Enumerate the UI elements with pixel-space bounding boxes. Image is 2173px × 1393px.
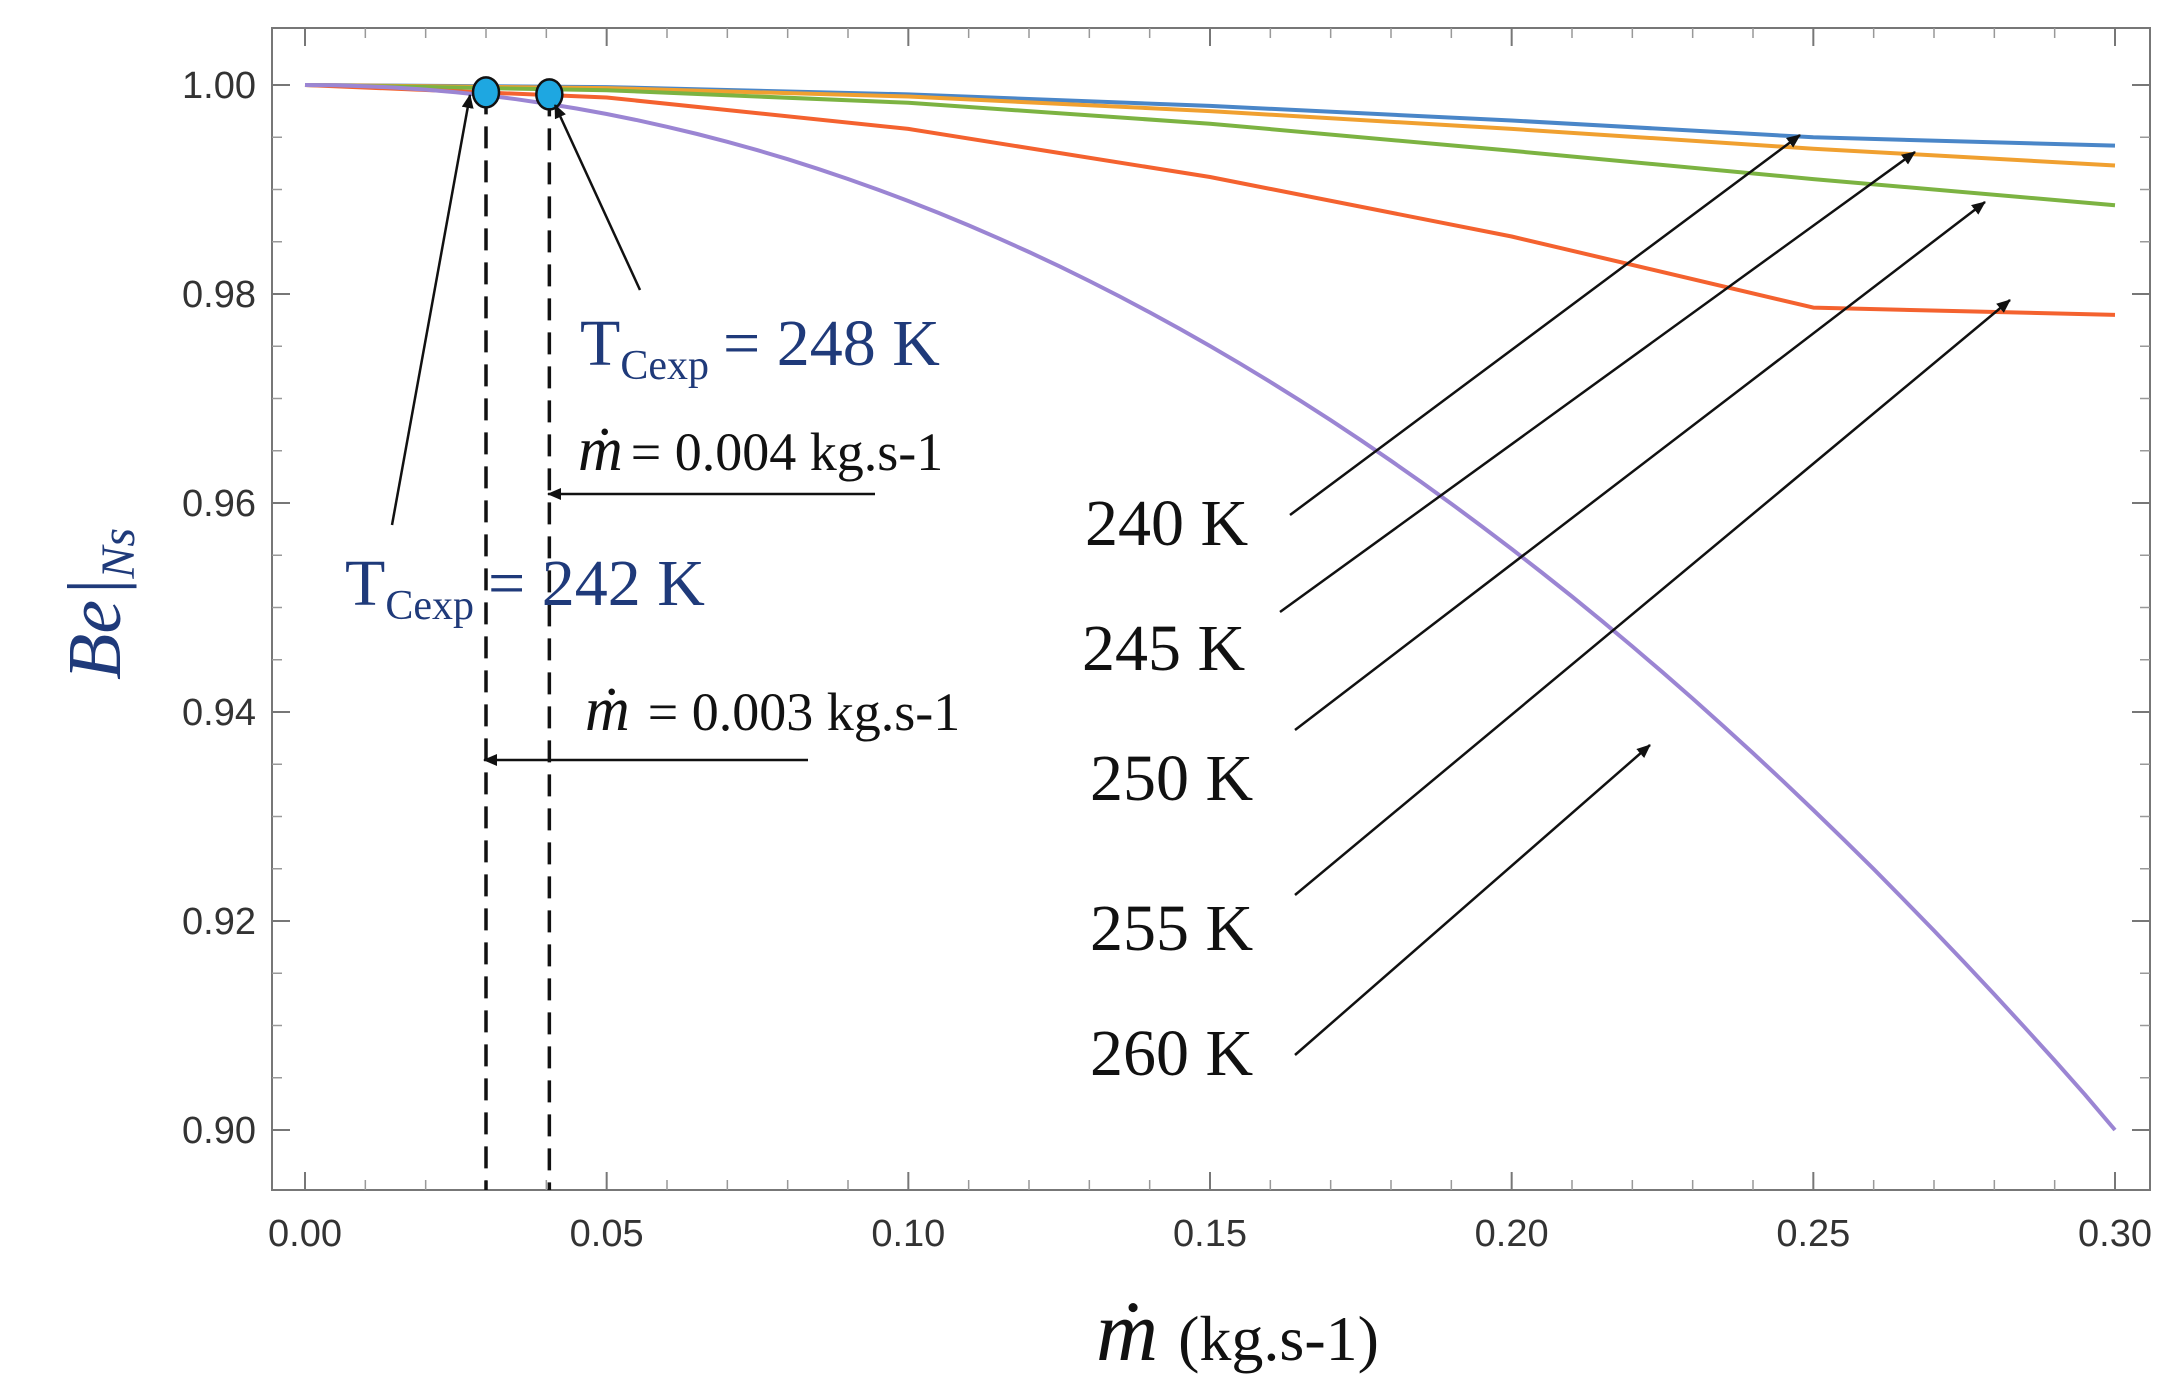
x-tick-label: 0.30 [2078,1213,2152,1255]
mdot-004-annotation: ṁ = 0.004 kg.s-1 [578,416,943,484]
y-tick-label: 0.92 [182,901,256,943]
series-line-250k [304,83,2116,208]
arrow-tcexp-248 [553,104,642,291]
curve-label-240: 240 K [1085,487,1248,560]
y-tick-label: 0.98 [182,274,256,316]
x-tick-label: 0.25 [1776,1213,1850,1255]
arrow-tcexp-242 [390,94,474,526]
arrow-240 [1289,133,1801,517]
mdot-003-annotation: ṁ = 0.003 kg.s-1 [585,676,960,744]
arrow-260 [1294,744,1651,1056]
arrow-255 [1294,299,2011,896]
series-line-240k [304,83,2116,148]
markers-layer [471,76,564,111]
guides-layer [484,92,552,1190]
ticks-layer: 0.00 0.05 0.10 0.15 0.20 0.25 0.30 0.90 0.92 0.94… [182,28,2152,1255]
series-line-245k [304,83,2116,168]
leader-arrows [390,94,2011,1056]
x-axis-label: ṁ (kg.s-1) [1096,1283,1379,1379]
series-line-255k [304,83,2116,317]
y-tick-label: 0.94 [182,692,256,734]
y-axis-label: Be|Ns [53,528,145,680]
series-line-260k [304,83,2117,1132]
series-layer [304,83,2117,1132]
arrow-250 [1294,201,1986,731]
y-tick-label: 0.96 [182,483,256,525]
curve-label-250: 250 K [1090,742,1253,815]
x-tick-label: 0.15 [1173,1213,1247,1255]
x-tick-label: 0.05 [570,1213,644,1255]
curve-label-255: 255 K [1090,892,1253,965]
arrow-245 [1279,150,1916,614]
x-tick-label: 0.00 [268,1213,342,1255]
curve-label-245: 245 K [1082,612,1245,685]
tcexp-248-annotation: TCexp = 248 K [580,307,940,389]
point-marker-0 [471,76,501,109]
x-tick-label: 0.20 [1475,1213,1549,1255]
y-tick-label: 0.90 [182,1110,256,1152]
y-tick-label: 1.00 [182,65,256,107]
point-marker-1 [535,78,564,111]
x-tick-label: 0.10 [871,1213,945,1255]
tcexp-242-annotation: TCexp = 242 K [345,547,705,629]
curve-label-260: 260 K [1090,1017,1253,1090]
